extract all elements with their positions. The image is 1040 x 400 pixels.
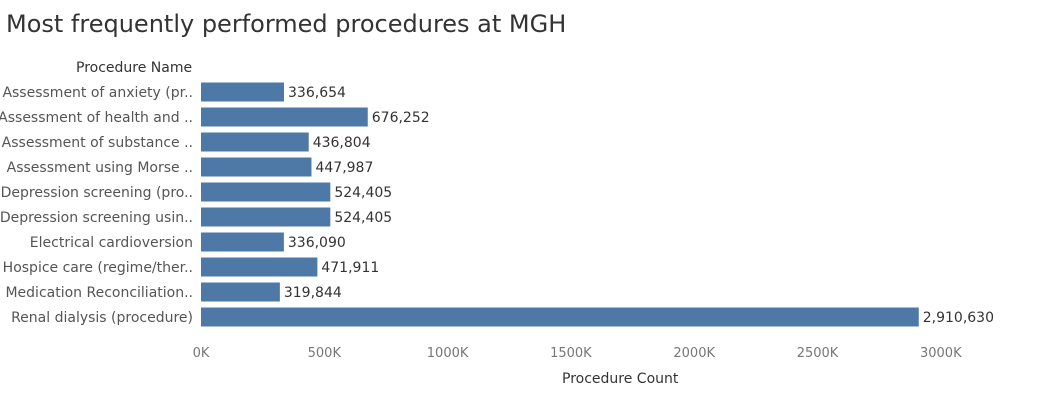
category-label: Medication Reconciliation..	[5, 285, 193, 301]
category-label: Assessment using Morse ..	[7, 160, 193, 176]
bar[interactable]	[201, 257, 318, 277]
bar[interactable]	[201, 107, 368, 127]
data-label: 336,090	[288, 235, 346, 251]
x-tick-label: 1500K	[550, 346, 592, 361]
x-tick-label: 2500K	[797, 346, 839, 361]
bar[interactable]	[201, 232, 284, 252]
bar[interactable]	[201, 157, 312, 177]
x-tick-label: 3000K	[920, 346, 962, 361]
category-label: Depression screening (pro..	[1, 185, 193, 201]
data-label: 676,252	[372, 110, 430, 126]
category-label: Hospice care (regime/ther..	[3, 260, 193, 276]
chart-title: Most frequently performed procedures at …	[6, 10, 567, 38]
data-label: 524,405	[334, 185, 392, 201]
category-label: Depression screening usin..	[0, 210, 193, 226]
bar[interactable]	[201, 182, 331, 202]
row-header-label: Procedure Name	[76, 60, 193, 76]
bar[interactable]	[201, 307, 919, 327]
data-label: 336,654	[288, 85, 346, 101]
data-label: 447,987	[315, 160, 373, 176]
category-label: Assessment of substance ..	[2, 135, 193, 151]
data-label: 2,910,630	[923, 310, 994, 326]
x-axis-title: Procedure Count	[562, 371, 679, 387]
category-label: Assessment of anxiety (pr..	[2, 85, 193, 101]
bar[interactable]	[201, 82, 285, 102]
x-tick-label: 500K	[308, 346, 342, 361]
category-label: Assessment of health and ..	[0, 110, 193, 126]
data-label: 524,405	[334, 210, 392, 226]
data-label: 319,844	[284, 285, 342, 301]
data-label: 436,804	[313, 135, 371, 151]
x-tick-label: 2000K	[673, 346, 715, 361]
category-label: Electrical cardioversion	[30, 235, 193, 251]
x-tick-label: 1000K	[427, 346, 469, 361]
data-label: 471,911	[321, 260, 379, 276]
bar[interactable]	[201, 207, 331, 227]
bar[interactable]	[201, 132, 309, 152]
x-tick-label: 0K	[193, 346, 210, 361]
bar[interactable]	[201, 282, 280, 302]
category-label: Renal dialysis (procedure)	[11, 310, 193, 326]
